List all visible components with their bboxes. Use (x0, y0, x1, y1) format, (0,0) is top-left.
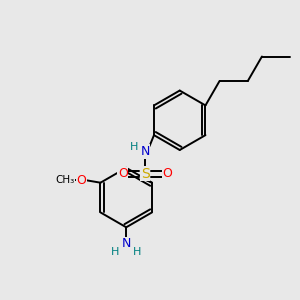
Text: CH₃: CH₃ (55, 175, 74, 185)
Text: N: N (122, 237, 131, 250)
Text: H: H (133, 247, 142, 257)
Text: O: O (118, 167, 128, 180)
Text: N: N (140, 145, 150, 158)
Text: S: S (141, 167, 149, 181)
Text: O: O (162, 167, 172, 180)
Text: H: H (111, 247, 119, 257)
Text: O: O (76, 174, 86, 187)
Text: H: H (130, 142, 138, 152)
